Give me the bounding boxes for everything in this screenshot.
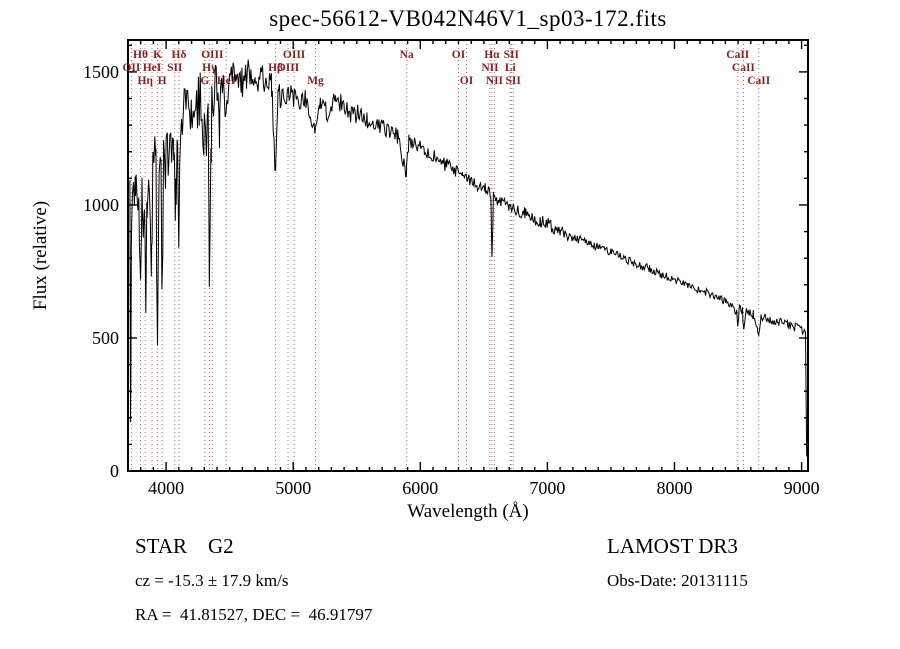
line-label-Hδ: Hδ (172, 49, 187, 61)
coordinates-label: RA = 41.81527, DEC = 46.91797 (135, 605, 373, 624)
radial-velocity-label: cz = -15.3 ± 17.9 km/s (135, 571, 289, 590)
spectrum-line (129, 59, 808, 457)
line-label-Li: Li (505, 62, 517, 74)
line-label-OI: OI (460, 75, 474, 87)
y-tick-label: 0 (110, 461, 119, 481)
line-label-G: G (200, 75, 209, 87)
line-label-CaII: CaII (732, 62, 756, 74)
line-label-OIII: OIII (283, 49, 306, 61)
y-tick-label: 1000 (83, 195, 119, 215)
line-label-Hη: Hη (137, 75, 153, 87)
plot-title: spec-56612-VB042N46V1_sp03-172.fits (269, 6, 667, 31)
line-label-Mg: Mg (307, 75, 324, 87)
line-label-SII: SII (504, 49, 520, 61)
x-tick-label: 7000 (529, 478, 565, 498)
x-tick-label: 4000 (148, 478, 184, 498)
line-label-Hα: Hα (484, 49, 500, 61)
line-label-Na: Na (400, 49, 414, 61)
line-label-Hγ: Hγ (202, 62, 217, 74)
survey-release-label: LAMOST DR3 (607, 534, 738, 558)
obs-date-label: Obs-Date: 20131115 (607, 571, 748, 590)
line-label-HeI: HeI (143, 62, 162, 74)
y-tick-label: 1500 (83, 62, 119, 82)
x-axis-title: Wavelength (Å) (407, 501, 528, 522)
y-axis-title: Flux (relative) (30, 201, 51, 310)
line-label-SII: SII (167, 62, 183, 74)
line-label-OII: OII (122, 62, 140, 74)
line-label-H: H (158, 75, 167, 87)
x-tick-label: 5000 (275, 478, 311, 498)
line-label-SII: SII (506, 75, 522, 87)
line-label-OIII: OIII (201, 49, 224, 61)
x-tick-label: 8000 (657, 478, 693, 498)
line-label-Hβ: Hβ (268, 62, 283, 74)
line-label-OIII: OIII (277, 62, 300, 74)
line-label-OI: OI (452, 49, 466, 61)
plot-frame: 4000 5000 6000 7000 8000 9000 0 500 1000 1500 Wave… (30, 39, 820, 522)
line-label-Hθ: Hθ (133, 49, 148, 61)
line-label-K: K (153, 49, 162, 61)
spectral-line-markers (130, 40, 760, 471)
line-label-CaII: CaII (726, 49, 750, 61)
line-label-CaII: CaII (747, 75, 771, 87)
x-tick-label: 9000 (784, 478, 820, 498)
line-label-NII: NII (486, 75, 504, 87)
line-label-NII: NII (481, 62, 499, 74)
x-tick-label: 6000 (402, 478, 438, 498)
object-class-label: STAR G2 (135, 534, 234, 558)
line-label-HeI: HeI (217, 75, 236, 87)
y-tick-label: 500 (92, 328, 119, 348)
